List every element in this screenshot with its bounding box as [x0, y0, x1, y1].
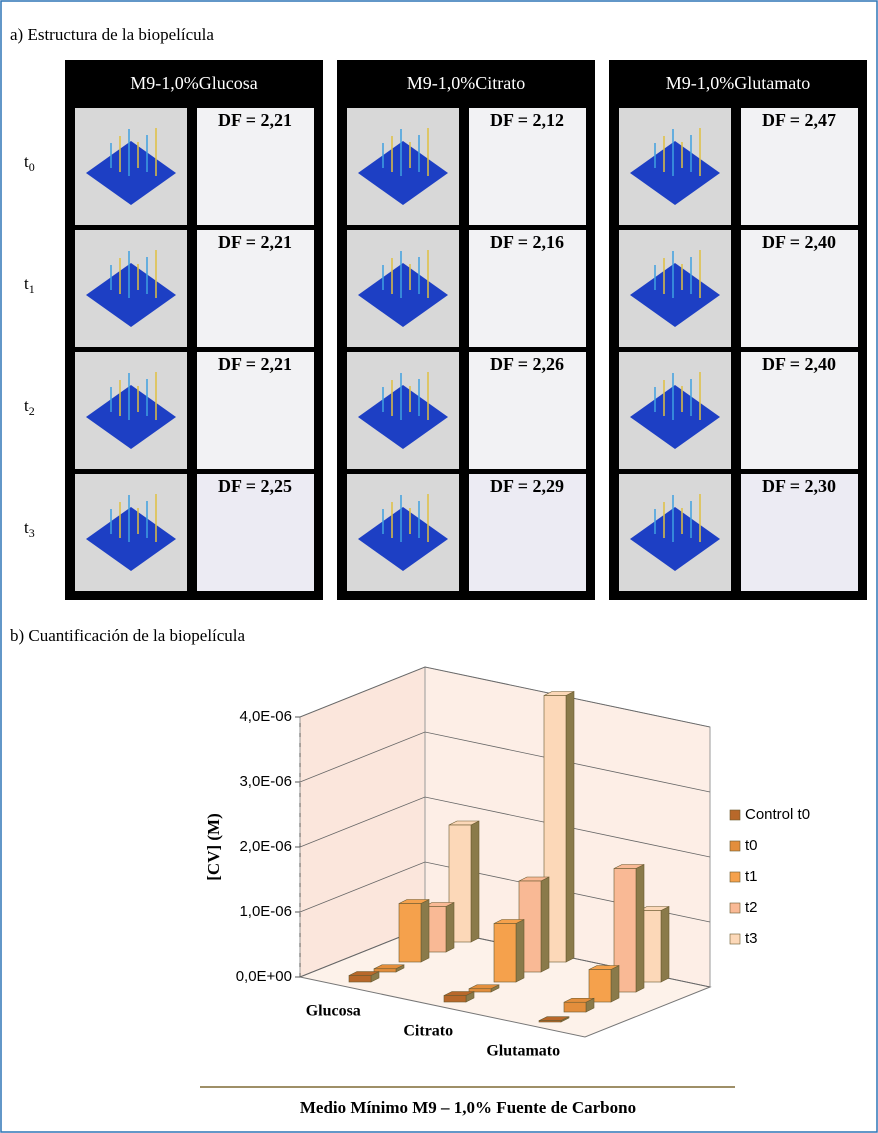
grid-line [299, 796, 711, 858]
y-tick-label: 3,0E-06 [239, 773, 292, 790]
legend-label: t0 [745, 837, 758, 854]
legend-label: Control t0 [745, 806, 810, 823]
bar-side [420, 899, 430, 963]
row-label-sub: 1 [29, 282, 35, 296]
row-label: t3 [24, 518, 35, 540]
bar [588, 969, 612, 1003]
bar-side [470, 820, 480, 943]
x-tick-label: Glucosa [306, 1003, 361, 1020]
legend-label: t1 [745, 868, 758, 885]
micrograph [197, 108, 314, 225]
micrograph [469, 108, 586, 225]
df-label: DF = 2,12 [490, 110, 564, 130]
surface-plot [630, 263, 720, 327]
bar-side [635, 864, 645, 993]
row-label: t2 [24, 396, 35, 418]
surface-plot [86, 141, 176, 205]
x-axis-label: Medio Mínimo M9 – 1,0% Fuente de Carbono [300, 1098, 636, 1117]
df-label: DF = 2,21 [218, 110, 292, 130]
legend-swatch [729, 840, 741, 852]
y-tick-label: 2,0E-06 [239, 838, 292, 855]
row-label: t0 [24, 152, 35, 174]
surface-plot [86, 507, 176, 571]
surface-plot [86, 263, 176, 327]
grid-line [299, 666, 711, 728]
surface-plot [86, 385, 176, 449]
micrograph [469, 474, 586, 591]
row-label-t: t [24, 274, 29, 293]
bar-side [515, 919, 525, 983]
surface-plot [358, 385, 448, 449]
bar-side [565, 691, 575, 963]
row-label: t1 [24, 274, 35, 296]
surface-plot [630, 507, 720, 571]
micrograph [741, 474, 858, 591]
bar [538, 1020, 562, 1023]
bar-side [540, 876, 550, 973]
df-label: DF = 2,16 [490, 232, 564, 252]
bar [373, 968, 397, 973]
surface-plot [358, 507, 448, 571]
micrograph [469, 230, 586, 347]
bar [448, 824, 472, 943]
bar [443, 995, 467, 1003]
panel-b-title: b) Cuantificación de la biopelícula [10, 626, 246, 645]
legend-swatch [729, 809, 741, 821]
legend-label: t2 [745, 899, 758, 916]
df-label: DF = 2,40 [762, 354, 836, 374]
df-label: DF = 2,21 [218, 354, 292, 374]
column-title: M9-1,0%Citrato [407, 73, 526, 93]
x-tick-label: Citrato [403, 1023, 453, 1040]
df-label: DF = 2,21 [218, 232, 292, 252]
row-label-t: t [24, 152, 29, 171]
micrograph [197, 474, 314, 591]
y-tick-label: 1,0E-06 [239, 903, 292, 920]
legend-swatch [729, 933, 741, 945]
bar [613, 868, 637, 993]
micrograph [469, 352, 586, 469]
bar [543, 695, 567, 963]
surface-plot [630, 385, 720, 449]
grid-line [299, 731, 711, 793]
df-label: DF = 2,47 [762, 110, 836, 130]
micrograph [741, 108, 858, 225]
row-label-sub: 3 [29, 526, 35, 540]
row-label-sub: 0 [29, 160, 35, 174]
df-label: DF = 2,40 [762, 232, 836, 252]
y-tick-label: 0,0E+00 [236, 968, 292, 985]
y-axis-label: [CV] (M) [204, 813, 223, 881]
row-label-t: t [24, 518, 29, 537]
bar-side [445, 902, 455, 953]
surface-plot [630, 141, 720, 205]
row-label-sub: 2 [29, 404, 35, 418]
bar-side [610, 965, 620, 1003]
legend-swatch [729, 871, 741, 883]
row-label-t: t [24, 396, 29, 415]
bar [348, 975, 372, 983]
bar [563, 1001, 587, 1013]
df-label: DF = 2,25 [218, 476, 292, 496]
df-label: DF = 2,29 [490, 476, 564, 496]
legend-swatch [729, 902, 741, 914]
df-label: DF = 2,30 [762, 476, 836, 496]
bar [493, 923, 517, 983]
panel-a-title: a) Estructura de la biopelícula [10, 25, 214, 44]
x-tick-label: Glutamato [486, 1043, 560, 1060]
bar [468, 988, 492, 993]
micrograph [741, 352, 858, 469]
legend-label: t3 [745, 930, 758, 947]
column-title: M9-1,0%Glutamato [666, 73, 810, 93]
micrograph [197, 352, 314, 469]
df-label: DF = 2,26 [490, 354, 564, 374]
micrograph [197, 230, 314, 347]
y-tick-label: 4,0E-06 [239, 708, 292, 725]
micrograph [741, 230, 858, 347]
bar [398, 903, 422, 963]
bar-side [660, 906, 670, 983]
surface-plot [358, 141, 448, 205]
column-title: M9-1,0%Glucosa [130, 73, 257, 93]
surface-plot [358, 263, 448, 327]
